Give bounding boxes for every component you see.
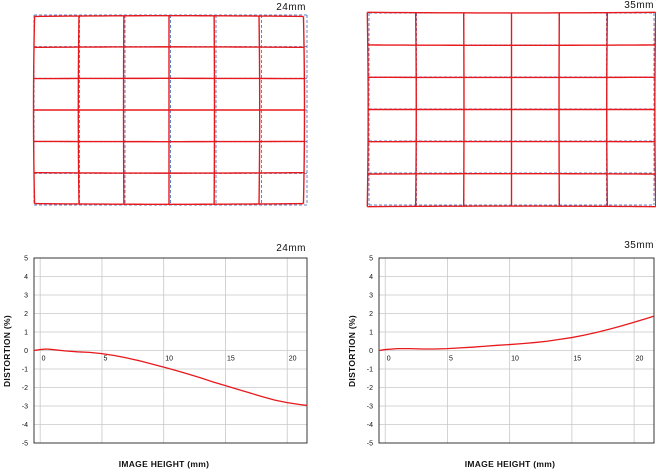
plot-35mm-ytick-label: 1	[369, 330, 373, 337]
plot-24mm-ytick-label: 0	[24, 348, 28, 355]
plot-24mm-ytick-label: -5	[22, 441, 28, 448]
plot-24mm-xtick-label: 5	[103, 356, 107, 363]
plot-24mm-ytick-label: 3	[24, 293, 28, 300]
plot-24mm-xtick-label: 15	[227, 356, 235, 363]
plot-35mm-xtick-label: 0	[387, 356, 391, 363]
grid-chart-24mm: 24mm	[32, 2, 308, 206]
plot-24mm-ytick-label: -3	[22, 404, 28, 411]
plot-35mm-ytick-label: -1	[367, 367, 373, 374]
distortion-line-24mm	[33, 348, 308, 407]
plot-35mm-ytick-label: -3	[367, 404, 373, 411]
plot-35mm-ytick-label: -5	[367, 441, 373, 448]
xlabel-35mm: IMAGE HEIGHT (mm)	[465, 459, 556, 469]
distorted-grid-24mm	[32, 15, 306, 205]
plot-24mm-xtick-label: 20	[289, 356, 297, 363]
grid-title-24mm: 24mm	[276, 2, 306, 13]
plot-35mm-xtick-label: 10	[511, 356, 519, 363]
plot-24mm-ytick-label: -4	[22, 422, 28, 429]
grid-35mm-distorted-vline	[366, 12, 369, 207]
plot-24mm-xtick-label: 0	[42, 356, 46, 363]
plot-24mm-ytick-label: 5	[24, 256, 28, 263]
plot-35mm-ytick-label: 0	[369, 348, 373, 355]
plot-24mm-ytick-label: 1	[24, 330, 28, 337]
plot-24mm-ytick-label: 2	[24, 311, 28, 318]
plot-24mm-ytick-label: -2	[22, 385, 28, 392]
gridlines-35mm	[378, 257, 655, 444]
grid-35mm-distorted-hline	[367, 11, 656, 14]
plot-35mm-ytick-label: 4	[369, 274, 373, 281]
chart-title-24mm: 24mm	[276, 243, 306, 254]
plot-35mm-xtick-label: 20	[636, 356, 644, 363]
plot-35mm-xtick-label: 15	[573, 356, 581, 363]
grid-title-35mm: 35mm	[624, 0, 654, 11]
grid-24mm-distorted-hline	[34, 15, 304, 18]
ylabel-24mm: DISTORTION (%)	[2, 315, 12, 387]
plot-35mm-xtick-label: 5	[449, 356, 453, 363]
plot-35mm-ytick-label: -4	[367, 422, 373, 429]
plot-24mm-xtick-label: 10	[165, 356, 173, 363]
xlabel-24mm: IMAGE HEIGHT (mm)	[119, 459, 210, 469]
plot-35mm-ytick-label: -2	[367, 385, 373, 392]
plot-35mm-ytick-label: 3	[369, 293, 373, 300]
plot-35mm-ytick-label: 5	[369, 256, 373, 263]
distorted-grid-35mm	[366, 11, 656, 208]
plot-24mm-ytick-label: -1	[22, 367, 28, 374]
grid-35mm-distorted-hline	[367, 205, 656, 208]
gridlines-24mm	[33, 257, 308, 444]
ylabel-35mm: DISTORTION (%)	[347, 315, 357, 387]
distortion-line-35mm	[378, 315, 655, 352]
chart-title-35mm: 35mm	[624, 240, 654, 251]
plot-24mm-ytick-label: 4	[24, 274, 28, 281]
grid-chart-35mm: 35mm	[366, 0, 656, 208]
grid-24mm-distorted-hline	[34, 202, 304, 205]
plot-35mm-ytick-label: 2	[369, 311, 373, 318]
